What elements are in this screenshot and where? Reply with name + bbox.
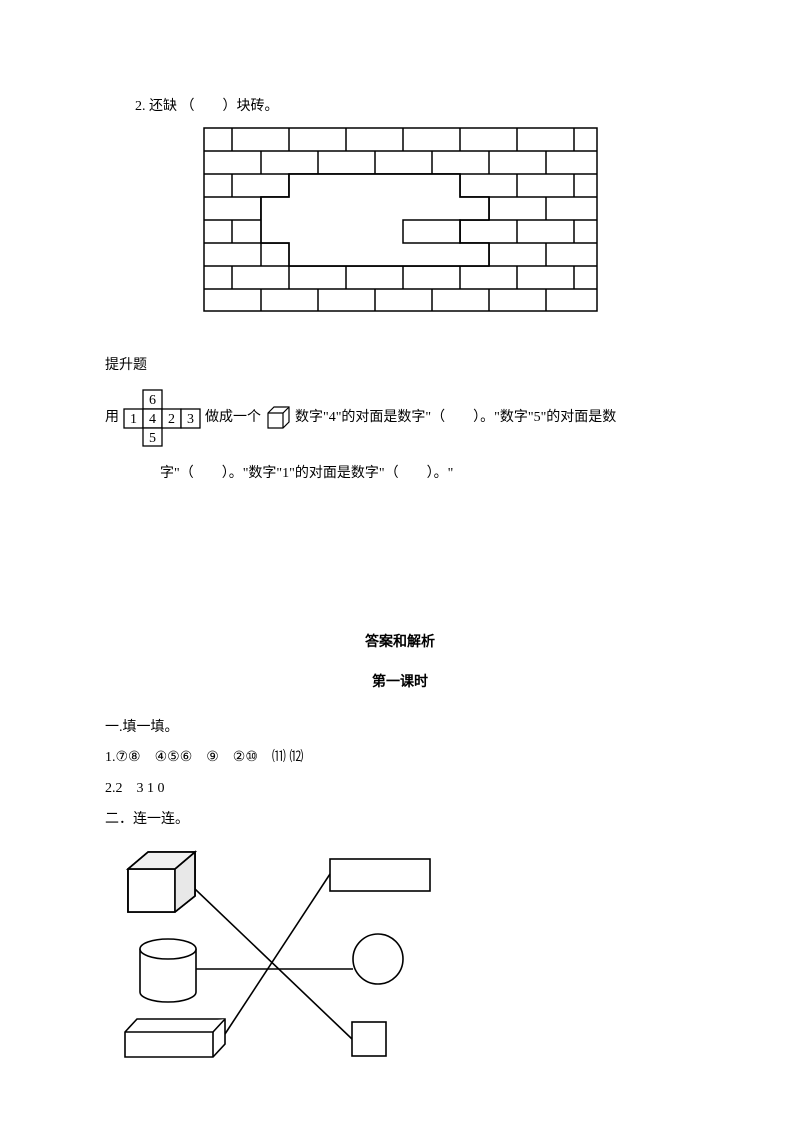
net-suffix: 数字"4"的对面是数字"（ ）。"数字"5"的对面是数: [295, 408, 616, 428]
cube-icon: [265, 405, 291, 431]
net-cell-2: 2: [168, 412, 175, 427]
answer-s1-a1: 1.⑦⑧ ④⑤⑥ ⑨ ②⑩ ⑾ ⑿: [105, 743, 695, 774]
net-cell-1: 1: [130, 412, 137, 427]
net-mid1: 做成一个: [205, 408, 261, 428]
net-prefix: 用: [105, 408, 119, 428]
cube-net-question: 用 6 1 4 2 3 5 做成一个 数字"4"的对面是数字"（ ）。"数字"5…: [105, 389, 695, 447]
brick-wall-diagram: [203, 127, 598, 312]
question-2-text: 2. 还缺 （ ）块砖。: [105, 95, 695, 115]
net-cell-4: 4: [149, 412, 156, 427]
net-cell-3: 3: [187, 412, 194, 427]
net-cell-5: 5: [149, 431, 156, 446]
cube-net-icon: 6 1 4 2 3 5: [123, 389, 201, 447]
answer-s2-title: 二．连一连。: [105, 805, 695, 836]
answer-section: 答案和解析 第一课时 一.填一填。 1.⑦⑧ ④⑤⑥ ⑨ ②⑩ ⑾ ⑿ 2.2 …: [105, 631, 695, 1072]
advance-title: 提升题: [105, 354, 695, 374]
answer-s1-title: 一.填一填。: [105, 713, 695, 744]
brick-wall-container: [105, 127, 695, 312]
lesson-title: 第一课时: [105, 671, 695, 691]
shape-matching-diagram: [105, 844, 455, 1059]
answer-s1-a2: 2.2 3 1 0: [105, 774, 695, 805]
net-cell-6: 6: [149, 393, 156, 408]
net-line2: 字"（ ）。"数字"1"的对面是数字"（ ）。": [105, 457, 695, 491]
answer-title: 答案和解析: [105, 631, 695, 651]
